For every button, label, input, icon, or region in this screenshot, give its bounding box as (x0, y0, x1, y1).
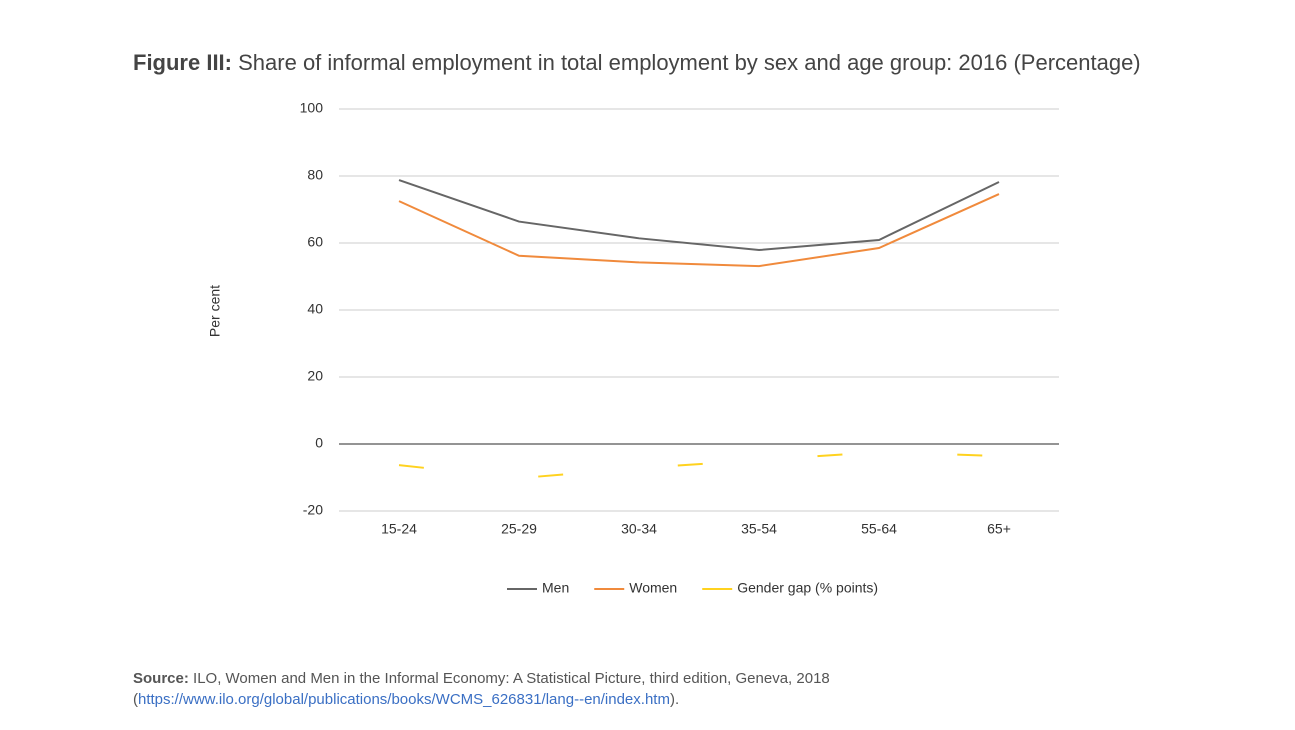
chart-title: Figure III: Share of informal employment… (133, 50, 1141, 75)
source-link[interactable]: https://www.ilo.org/global/publications/… (138, 691, 670, 708)
x-tick-label: 35-54 (741, 521, 777, 537)
y-axis-label: Per cent (207, 285, 223, 337)
y-tick-label: 100 (300, 100, 324, 116)
y-tick-label: -20 (303, 502, 323, 518)
y-tick-label: 20 (307, 368, 323, 384)
legend-label: Women (629, 580, 677, 596)
legend-label: Gender gap (% points) (737, 580, 878, 596)
title-label: Figure III: (133, 50, 232, 75)
legend-label: Men (542, 580, 569, 596)
y-tick-label: 40 (307, 301, 323, 317)
source: Source: ILO, Women and Men in the Inform… (133, 670, 830, 687)
series-line (398, 193, 1000, 268)
y-tick-label: 80 (307, 167, 323, 183)
x-tick-label: 25-29 (501, 521, 537, 537)
x-tick-label: 55-64 (861, 521, 897, 537)
source-label: Source: (133, 670, 189, 687)
y-tick-label: 60 (307, 234, 323, 250)
source-text: ILO, Women and Men in the Informal Econo… (193, 670, 830, 687)
series-line (398, 451, 1000, 480)
paren: ). (670, 691, 679, 708)
x-tick-label: 30-34 (621, 521, 657, 537)
source-link-line: (https://www.ilo.org/global/publications… (133, 691, 679, 708)
title-text: Share of informal employment in total em… (238, 50, 1141, 75)
paren: ( (133, 691, 138, 708)
x-tick-label: 15-24 (381, 521, 417, 537)
series-line (398, 179, 1000, 252)
x-tick-label: 65+ (987, 521, 1011, 537)
y-tick-label: 0 (315, 435, 323, 451)
